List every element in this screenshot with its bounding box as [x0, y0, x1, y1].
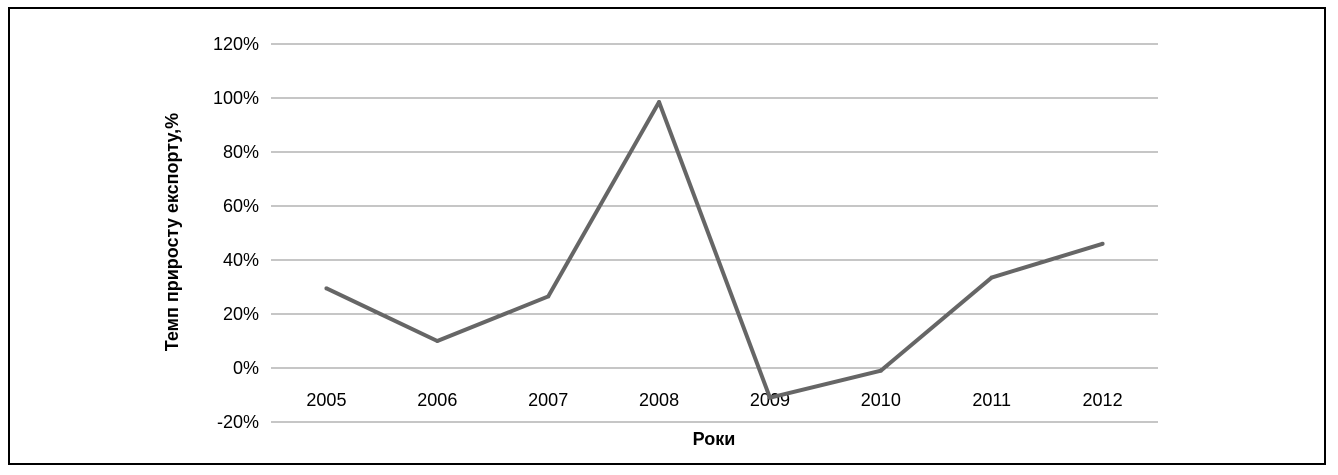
y-tick-label: 20% — [223, 304, 259, 324]
y-tick-label: -20% — [217, 412, 259, 432]
x-tick-label: 2006 — [417, 390, 457, 410]
data-point — [435, 339, 440, 343]
y-tick-label: 60% — [223, 196, 259, 216]
data-point — [657, 100, 662, 105]
x-axis-tick-labels: 2005 2006 2007 2008 2009 2010 2011 2012 — [306, 390, 1122, 410]
y-axis-tick-labels: -20% 0% 20% 40% 60% 80% 100% 120% — [213, 34, 259, 432]
y-tick-label: 0% — [233, 358, 259, 378]
chart-frame — [8, 7, 1326, 465]
data-point — [1100, 241, 1105, 246]
y-tick-label: 80% — [223, 142, 259, 162]
y-tick-label: 100% — [213, 88, 259, 108]
series-layer — [324, 100, 1105, 400]
data-point — [989, 275, 994, 280]
x-tick-label: 2005 — [306, 390, 346, 410]
y-axis-title: Темп приросту експорту,% — [162, 113, 182, 351]
y-tick-label: 120% — [213, 34, 259, 54]
data-point — [767, 395, 772, 400]
data-point — [324, 286, 329, 291]
x-axis-title: Роки — [693, 429, 736, 449]
data-point — [878, 368, 883, 373]
x-tick-label: 2007 — [528, 390, 568, 410]
data-point — [546, 294, 551, 299]
x-tick-label: 2010 — [861, 390, 901, 410]
x-tick-label: 2008 — [639, 390, 679, 410]
y-tick-label: 40% — [223, 250, 259, 270]
x-tick-label: 2011 — [972, 390, 1011, 410]
x-tick-label: 2012 — [1083, 390, 1123, 410]
gridlines — [271, 43, 1158, 423]
series-line — [325, 100, 1104, 400]
